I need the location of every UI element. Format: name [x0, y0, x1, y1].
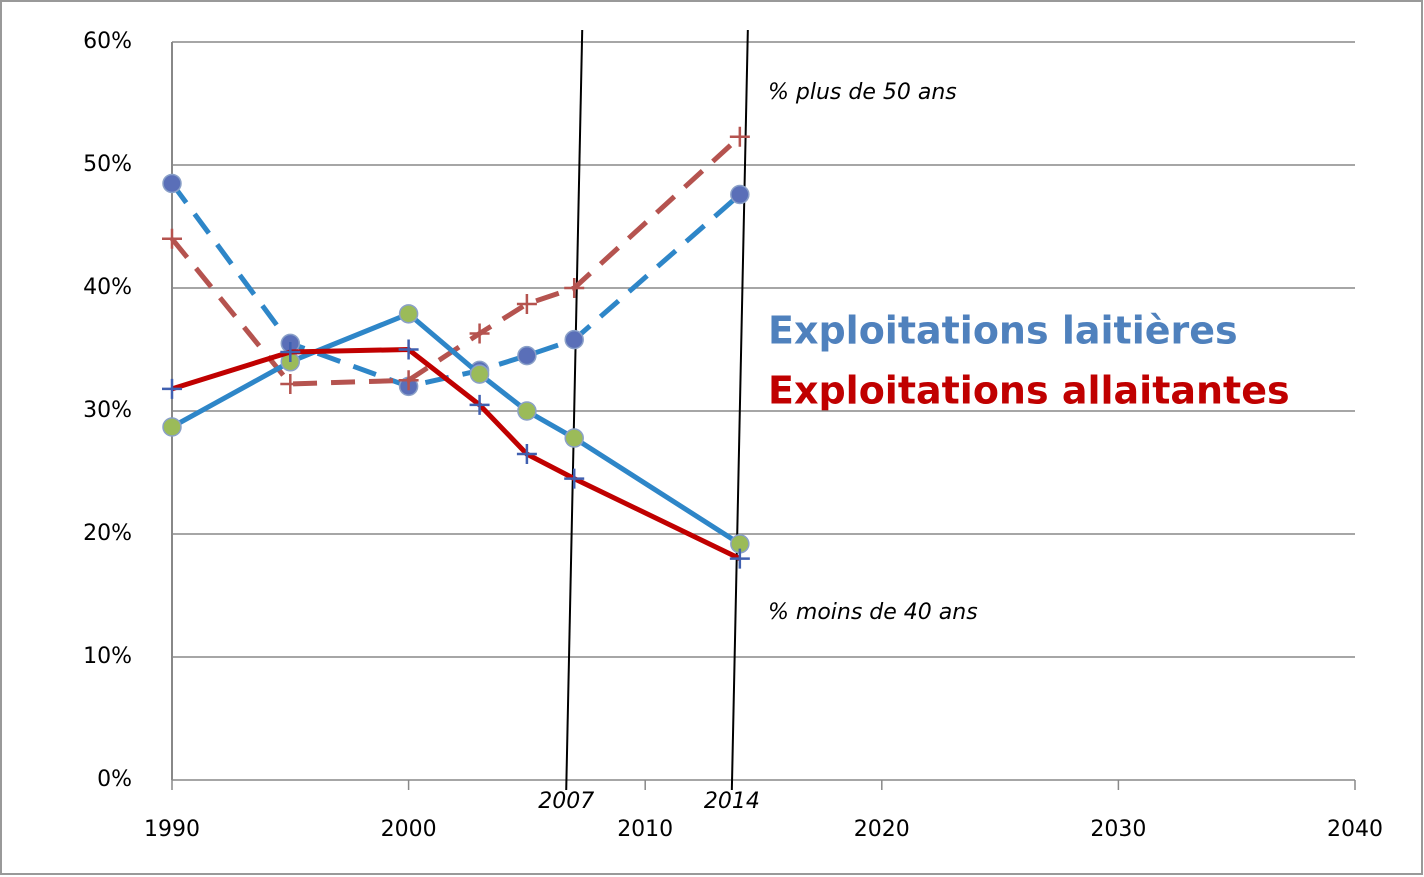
annotation: % plus de 50 ans	[768, 80, 957, 105]
point	[517, 345, 537, 366]
point	[162, 378, 182, 399]
point	[469, 364, 490, 384]
x-tick-label: 2010	[617, 817, 673, 842]
point	[564, 468, 585, 489]
point	[398, 339, 419, 360]
marker-label: 2007	[538, 789, 594, 814]
point	[729, 126, 750, 147]
y-tick-label: 0%	[97, 767, 132, 792]
point	[280, 373, 301, 394]
annotation: % moins de 40 ans	[768, 600, 978, 625]
point	[564, 428, 584, 448]
point	[564, 278, 585, 298]
marker-label: 2014	[704, 789, 760, 814]
legend-entry: Exploitations laitières	[768, 309, 1238, 353]
point	[398, 304, 419, 324]
y-tick-label: 20%	[83, 521, 132, 546]
marker-line	[730, 29, 749, 791]
x-tick-label: 1990	[144, 817, 200, 842]
y-tick-label: 40%	[83, 275, 132, 300]
y-tick-label: 30%	[83, 398, 132, 423]
x-tick-label: 2040	[1327, 817, 1383, 842]
point	[162, 228, 182, 249]
point	[162, 417, 182, 437]
y-tick-label: 10%	[83, 644, 132, 669]
x-tick-label: 2000	[381, 817, 437, 842]
x-tick-label: 2030	[1090, 817, 1146, 842]
point	[516, 444, 537, 465]
point	[517, 401, 537, 421]
point	[516, 293, 537, 314]
point	[730, 184, 750, 205]
marker-line	[565, 29, 584, 791]
legend-entry: Exploitations allaitantes	[768, 369, 1290, 413]
x-tick-label: 2020	[854, 817, 910, 842]
point	[564, 329, 584, 350]
y-tick-label: 60%	[83, 29, 132, 54]
point	[280, 341, 301, 362]
point	[162, 173, 182, 194]
y-tick-label: 50%	[83, 152, 132, 177]
point	[469, 394, 490, 415]
point	[729, 548, 750, 569]
point	[398, 370, 419, 391]
point	[469, 323, 490, 344]
